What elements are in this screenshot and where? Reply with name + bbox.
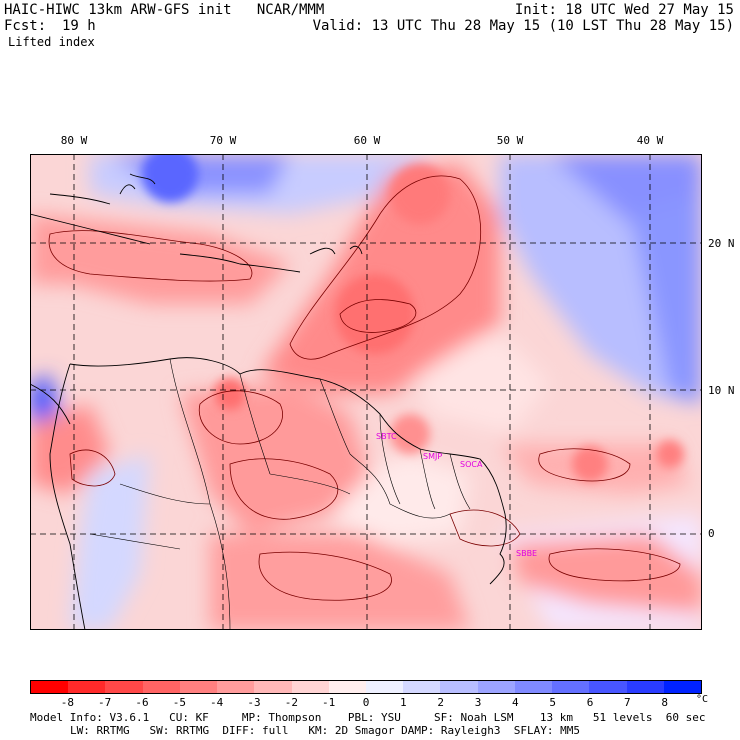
colorbar-bin	[217, 681, 255, 693]
field-shading	[30, 154, 702, 630]
colorbar-tick-label: -3	[247, 696, 261, 709]
station-label-sbtc: SBTC	[376, 432, 397, 441]
colorbar-tick-label: 5	[549, 696, 556, 709]
field-detail	[142, 154, 684, 482]
model-info-line2: LW: RRTMG SW: RRTMG DIFF: full KM: 2D Sm…	[70, 724, 580, 737]
lat-label-10n: 10 N	[708, 384, 735, 397]
model-info-line1: Model Info: V3.6.1 CU: KF MP: Thompson P…	[30, 711, 706, 724]
colorbar-tick-label: -8	[60, 696, 74, 709]
colorbar-bin	[514, 681, 553, 693]
station-label-smjp: SMJP	[423, 452, 443, 461]
colorbar-bin	[663, 681, 701, 693]
station-label-soca: SOCA	[460, 460, 483, 469]
colorbar-bin	[291, 681, 329, 693]
colorbar-tick-label: 4	[512, 696, 519, 709]
colorbar-bin	[68, 681, 106, 693]
colorbar-bin	[589, 681, 627, 693]
contour-lines	[48, 175, 681, 601]
station-label-sbbe: SBBE	[516, 549, 538, 558]
forecast-label: Fcst:	[4, 18, 47, 34]
lon-label-50w: 50 W	[496, 134, 524, 147]
valid-time: Valid: 13 UTC Thu 28 May 15 (10 LST Thu …	[312, 18, 734, 34]
map-title: HAIC-HIWC 13km ARW-GFS init NCAR/MMM	[4, 2, 325, 18]
colorbar-tick-label: -4	[210, 696, 224, 709]
colorbar-bin	[552, 681, 590, 693]
forecast-hour: 19 h	[62, 18, 96, 34]
colorbar-bin	[440, 681, 478, 693]
colorbar-bin	[365, 681, 404, 693]
colorbar-tick-label: -6	[135, 696, 149, 709]
colorbar-tick-label: 6	[586, 696, 594, 709]
lon-label-60w: 60 W	[353, 134, 381, 147]
colorbar-bin	[254, 681, 292, 693]
colorbar-bin	[105, 681, 143, 693]
lon-label-80w: 80 W	[60, 134, 88, 147]
colorbar-tick-label: -5	[172, 696, 186, 709]
lon-label-70w: 70 W	[209, 134, 237, 147]
coastlines	[30, 173, 507, 630]
map-frame	[30, 154, 702, 630]
colorbar-tick-label: 7	[624, 696, 631, 709]
country-borders	[89, 358, 471, 630]
colorbar-bin	[31, 681, 69, 693]
colorbar-bin	[328, 681, 366, 693]
colorbar-bin	[626, 681, 664, 693]
lat-label-0: 0	[708, 527, 715, 540]
colorbar-tick-label: 8	[661, 696, 668, 709]
colorbar-tick-label: 3	[474, 696, 482, 709]
init-time: Init: 18 UTC Wed 27 May 15	[514, 2, 734, 18]
lifted-index-map: SBTC SMJP SOCA SBBE	[30, 154, 702, 630]
field-name: Lifted index	[8, 35, 95, 49]
colorbar-tick-label: 0	[362, 696, 370, 709]
lon-label-40w: 40 W	[636, 134, 664, 147]
map-canvas	[30, 154, 702, 630]
colorbar-bin	[477, 681, 515, 693]
colorbar-tick-label: -7	[98, 696, 112, 709]
colorbar-tick-label: 1	[400, 696, 407, 709]
colorbar	[30, 680, 702, 694]
colorbar-tick-label: 2	[437, 696, 444, 709]
colorbar-tick-label: -1	[322, 696, 336, 709]
lat-label-20n: 20 N	[708, 237, 735, 250]
colorbar-bin	[403, 681, 441, 693]
graticule	[30, 154, 702, 630]
colorbar-bin	[142, 681, 180, 693]
colorbar-bin	[179, 681, 218, 693]
colorbar-unit: °C	[696, 694, 709, 705]
colorbar-tick-label: -2	[284, 696, 298, 709]
